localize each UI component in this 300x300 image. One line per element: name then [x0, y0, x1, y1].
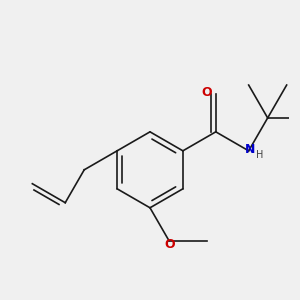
Text: O: O: [165, 238, 175, 251]
Text: H: H: [256, 150, 263, 160]
Text: N: N: [245, 143, 256, 156]
Text: O: O: [201, 86, 212, 99]
